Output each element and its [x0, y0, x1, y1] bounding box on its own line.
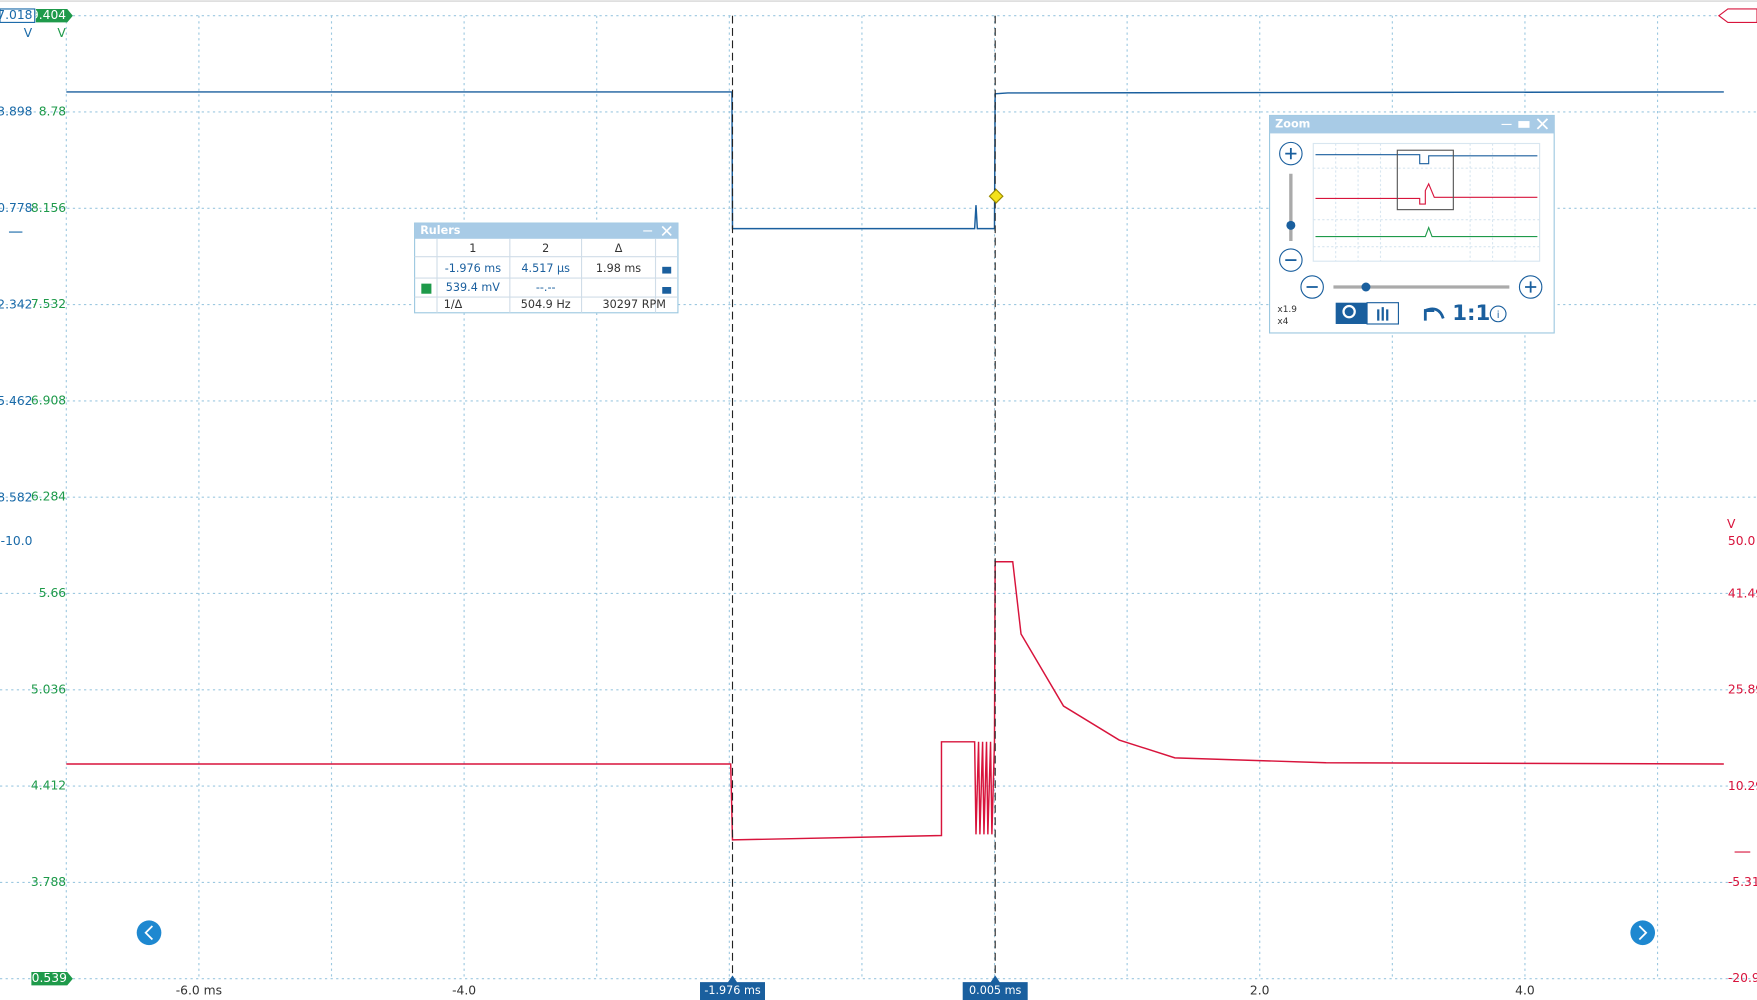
x-tick-label: 2.0: [1250, 984, 1270, 998]
axis-unit: V: [24, 26, 33, 40]
y-tick-label: 0.778: [0, 201, 32, 215]
y-tick-label: 3.898: [0, 105, 32, 119]
zoom-panel: Zoom x1.9 x4 1:1 i: [1269, 114, 1555, 334]
ruler-badge[interactable]: [962, 975, 1028, 1000]
axis-unit: V: [57, 26, 66, 40]
ruler-cell: --.--: [536, 281, 556, 294]
axis-unit: V: [1727, 517, 1736, 531]
y-tick-label: 50.0: [1728, 534, 1756, 548]
scroll-left[interactable]: [136, 920, 162, 946]
info-icon-text: i: [1497, 310, 1500, 321]
ruler-cell: 504.9 Hz: [521, 298, 571, 311]
overview-blue: [1315, 154, 1538, 165]
trigger-diamond[interactable]: [988, 188, 1004, 204]
overview-red: [1315, 182, 1538, 205]
y-tick-label: -20.91: [1728, 971, 1757, 985]
zoom-in-vertical[interactable]: [1279, 141, 1303, 166]
y-tick-label: 7.532: [31, 297, 66, 311]
axis-badge: [0, 8, 36, 23]
slider-knob[interactable]: [1361, 282, 1371, 292]
rulers-panel: Rulers 1 2 Δ -1.976 ms 4.517 µs 1.98 ms …: [414, 222, 679, 314]
ruler-label: -1.976 ms: [704, 984, 761, 997]
ruler-badge[interactable]: [700, 975, 765, 1000]
axis-badge: [35, 8, 73, 23]
y-tick-label: 7.018: [0, 8, 32, 22]
y-tick-label: 41.49: [1728, 586, 1757, 600]
y-tick-label: 6.908: [31, 393, 66, 407]
y-tick-label: 5.66: [39, 586, 67, 600]
ruler-cell: 539.4 mV: [446, 281, 500, 294]
y-tick-label: 10.29: [1728, 779, 1757, 793]
pan-tool-icon: [1377, 307, 1389, 321]
zoom-out-horizontal[interactable]: [1300, 275, 1324, 299]
slider-knob[interactable]: [1286, 220, 1296, 230]
y-tick-label: 25.89: [1728, 683, 1757, 697]
y-tick-label: -8.582: [0, 490, 32, 504]
y-tick-label: -2.342: [0, 297, 32, 311]
close[interactable]: [661, 225, 672, 237]
maximize[interactable]: [1518, 121, 1530, 128]
header-cell: Δ: [615, 242, 623, 255]
y-tick-label: 3.788: [31, 875, 66, 889]
panel-titlebar: [414, 223, 678, 239]
ruler-label: 0.005 ms: [969, 984, 1021, 997]
y-tick-label: 8.156: [31, 201, 66, 215]
zoom-window[interactable]: [1396, 149, 1454, 211]
panel-titlebar: [1269, 115, 1555, 134]
y-tick-label: -10.0: [1, 534, 33, 548]
header-cell: 1: [469, 242, 476, 255]
trace: [66, 91, 1724, 230]
close[interactable]: [1536, 118, 1549, 130]
overview: [1312, 142, 1541, 262]
header-cell: 2: [542, 242, 549, 255]
panel-title: Zoom: [1275, 117, 1310, 130]
y-tick-label: 4.412: [31, 779, 66, 793]
x-tick-label: 4.0: [1515, 984, 1535, 998]
y-tick-label: 5.036: [31, 682, 66, 696]
x-tick-label: -6.0 ms: [176, 984, 222, 998]
y-tick-label: -5.31: [1728, 875, 1757, 889]
y-tick-label: 9.404: [31, 8, 66, 22]
undo-icon[interactable]: [1423, 307, 1445, 321]
reset-zoom[interactable]: 1:1: [1452, 301, 1490, 326]
zoom-y-factor: x4: [1277, 317, 1288, 327]
lock-icons[interactable]: [662, 266, 672, 294]
ruler-cell: 30297 RPM: [603, 298, 666, 311]
offset-label: 0.539: [32, 971, 67, 985]
y-tick-label: -5.462: [0, 394, 32, 408]
zoom-out-vertical[interactable]: [1279, 248, 1303, 272]
trace: [66, 561, 1724, 841]
ruler-cell: 4.517 µs: [521, 262, 570, 275]
ruler-cell: -1.976 ms: [445, 262, 502, 275]
offset-badge: [31, 971, 73, 986]
panel-title: Rulers: [420, 224, 461, 237]
ruler-cell: 1.98 ms: [596, 262, 641, 275]
zoom-x-factor: x1.9: [1277, 305, 1297, 315]
ruler-cell: 1/Δ: [444, 298, 463, 311]
x-tick-label: -4.0: [452, 984, 476, 998]
info-icon[interactable]: [1489, 305, 1507, 323]
y-tick-label: 6.284: [31, 490, 66, 504]
overview-green: [1315, 225, 1538, 238]
y-tick-label: 8.78: [39, 104, 66, 118]
channel-swatch: [421, 283, 432, 294]
zoom-tool-icon: [1342, 304, 1356, 319]
zoom-in-horizontal[interactable]: [1518, 275, 1543, 299]
red-trigger-marker[interactable]: [1717, 8, 1757, 23]
scroll-right[interactable]: [1630, 920, 1656, 946]
